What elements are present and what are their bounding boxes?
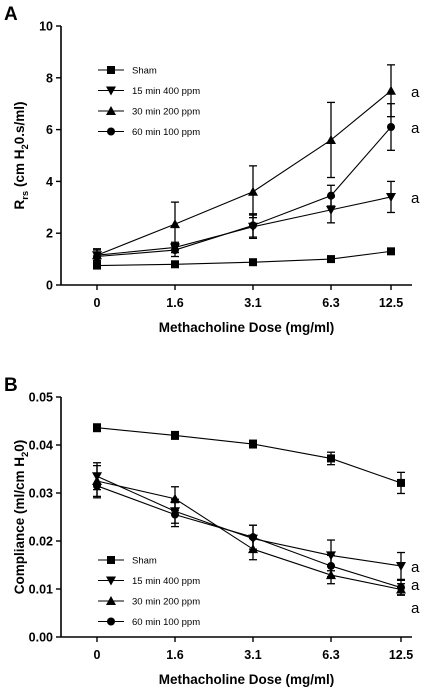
- significance-label: a: [411, 559, 420, 576]
- y-tick-label: 8: [46, 71, 53, 85]
- legend-label: 30 min 200 ppm: [132, 597, 200, 608]
- significance-label: a: [411, 84, 420, 101]
- significance-label: a: [411, 120, 420, 137]
- y-tick-label: 0: [46, 279, 53, 293]
- x-axis-title: Methacholine Dose (mg/ml): [159, 672, 335, 687]
- series-circle: [93, 473, 405, 596]
- legend-label: 30 min 200 ppm: [132, 107, 200, 118]
- y-tick-label: 0.05: [29, 391, 53, 405]
- data-point: [387, 247, 395, 256]
- legend-label: 60 min 100 ppm: [132, 127, 200, 138]
- panel-label: A: [4, 4, 18, 25]
- data-point: [170, 493, 180, 503]
- x-tick-label: 12.5: [379, 296, 403, 310]
- series-square: [93, 423, 405, 495]
- data-point: [397, 478, 405, 487]
- panel-label: B: [4, 375, 18, 396]
- data-point: [327, 191, 335, 200]
- y-axis-title-part: 0.s/ml): [12, 101, 27, 144]
- legend-label: Sham: [132, 556, 157, 567]
- y-axis-title-subscript: 2: [20, 452, 31, 457]
- legend-marker: [106, 596, 116, 605]
- x-axis-title: Methacholine Dose (mg/ml): [159, 320, 335, 335]
- significance-label: a: [411, 577, 420, 594]
- y-axis-title-part: R: [12, 200, 27, 210]
- significance-label: a: [411, 600, 420, 617]
- series-triangle-up: [92, 64, 396, 263]
- y-axis-title: Compliance (ml/cm H20): [12, 440, 31, 595]
- legend-label: 60 min 100 ppm: [132, 617, 200, 628]
- legend-label: 15 min 400 ppm: [132, 86, 200, 97]
- y-axis-title-part: (cm H: [12, 150, 27, 191]
- data-point: [170, 219, 180, 229]
- series-triangle-down: [92, 180, 396, 262]
- x-tick-label: 3.1: [244, 648, 261, 662]
- data-point: [386, 192, 396, 202]
- data-point: [93, 261, 101, 270]
- y-tick-label: 0.00: [29, 631, 53, 645]
- legend-label: 15 min 400 ppm: [132, 576, 200, 587]
- series-circle: [93, 103, 395, 262]
- y-tick-label: 0.01: [29, 583, 53, 597]
- x-tick-label: 6.3: [322, 648, 339, 662]
- y-axis-title-part: 0): [12, 440, 27, 452]
- y-tick-label: 0.03: [29, 487, 53, 501]
- y-tick-label: 0.04: [29, 439, 53, 453]
- data-point: [171, 260, 179, 269]
- y-tick-label: 4: [46, 175, 53, 189]
- data-point: [248, 186, 258, 196]
- data-point: [93, 423, 101, 432]
- series-line: [96, 196, 392, 256]
- data-point: [93, 252, 101, 261]
- legend-marker: [107, 66, 115, 74]
- legend-marker: [106, 576, 116, 586]
- legend-marker: [107, 617, 115, 626]
- x-tick-label: 0: [94, 296, 101, 310]
- data-point: [171, 246, 179, 255]
- y-tick-label: 0.02: [29, 535, 53, 549]
- series-line: [96, 250, 392, 267]
- x-tick-label: 12.5: [389, 648, 413, 662]
- data-point: [249, 258, 257, 267]
- legend-marker: [106, 86, 116, 96]
- y-tick-label: 6: [46, 123, 53, 137]
- data-point: [93, 481, 101, 490]
- data-point: [171, 510, 179, 519]
- data-point: [386, 85, 396, 95]
- legend-marker: [107, 127, 115, 136]
- data-point: [327, 255, 335, 264]
- data-point: [327, 561, 335, 570]
- legend-marker: [107, 556, 115, 564]
- data-point: [397, 583, 405, 592]
- y-tick-label: 10: [39, 20, 53, 34]
- data-point: [396, 561, 406, 571]
- legend-label: Sham: [132, 66, 157, 77]
- x-tick-label: 0: [94, 648, 101, 662]
- series-square: [93, 247, 395, 270]
- data-point: [249, 221, 257, 230]
- x-tick-label: 1.6: [166, 648, 183, 662]
- y-axis-title-subscript: rs: [20, 191, 31, 200]
- legend-marker: [106, 106, 116, 115]
- series-line: [96, 427, 402, 484]
- data-point: [326, 205, 336, 215]
- data-point: [249, 533, 257, 542]
- data-point: [249, 440, 257, 449]
- y-tick-label: 2: [46, 227, 53, 241]
- data-point: [387, 123, 395, 132]
- significance-label: a: [411, 190, 420, 207]
- data-point: [327, 454, 335, 463]
- y-axis-title-subscript: 2: [20, 144, 31, 149]
- x-tick-label: 6.3: [322, 296, 339, 310]
- data-point: [326, 134, 336, 144]
- y-axis-title: Rrs (cm H20.s/ml): [12, 101, 31, 209]
- x-tick-label: 1.6: [166, 296, 183, 310]
- data-point: [171, 431, 179, 440]
- y-axis-title-part: Compliance (ml/cm H: [12, 457, 27, 594]
- x-tick-label: 3.1: [244, 296, 261, 310]
